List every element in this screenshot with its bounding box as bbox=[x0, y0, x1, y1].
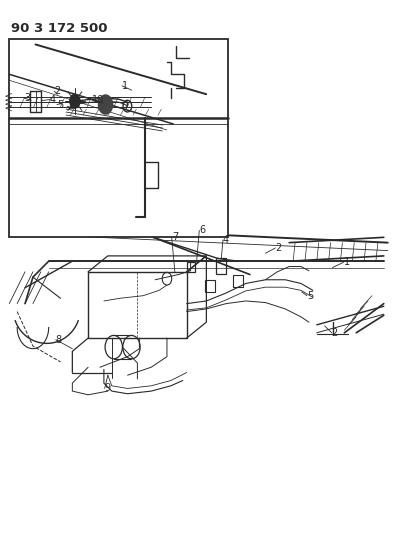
Text: 2: 2 bbox=[54, 86, 60, 96]
Text: 7: 7 bbox=[172, 232, 178, 243]
Text: 4: 4 bbox=[223, 235, 229, 245]
Bar bbox=[9, 38, 228, 237]
Text: 2: 2 bbox=[332, 328, 338, 338]
Bar bbox=[216, 258, 226, 274]
Text: 4: 4 bbox=[50, 94, 56, 104]
Text: 90 3 172 500: 90 3 172 500 bbox=[11, 21, 108, 35]
Text: 3: 3 bbox=[24, 93, 30, 103]
Text: 2: 2 bbox=[276, 243, 281, 253]
Text: 6: 6 bbox=[199, 225, 205, 236]
Circle shape bbox=[70, 94, 80, 108]
Text: 9: 9 bbox=[105, 383, 111, 393]
Text: 5: 5 bbox=[57, 100, 63, 109]
Text: 1: 1 bbox=[122, 81, 128, 91]
Text: 8: 8 bbox=[56, 335, 62, 345]
Text: 2: 2 bbox=[67, 101, 73, 111]
Bar bbox=[233, 275, 243, 287]
Bar bbox=[187, 262, 195, 272]
Text: 10: 10 bbox=[92, 95, 104, 105]
Text: 1: 1 bbox=[343, 257, 350, 267]
Circle shape bbox=[98, 95, 113, 114]
Text: 5: 5 bbox=[307, 290, 313, 301]
Bar bbox=[205, 280, 216, 292]
